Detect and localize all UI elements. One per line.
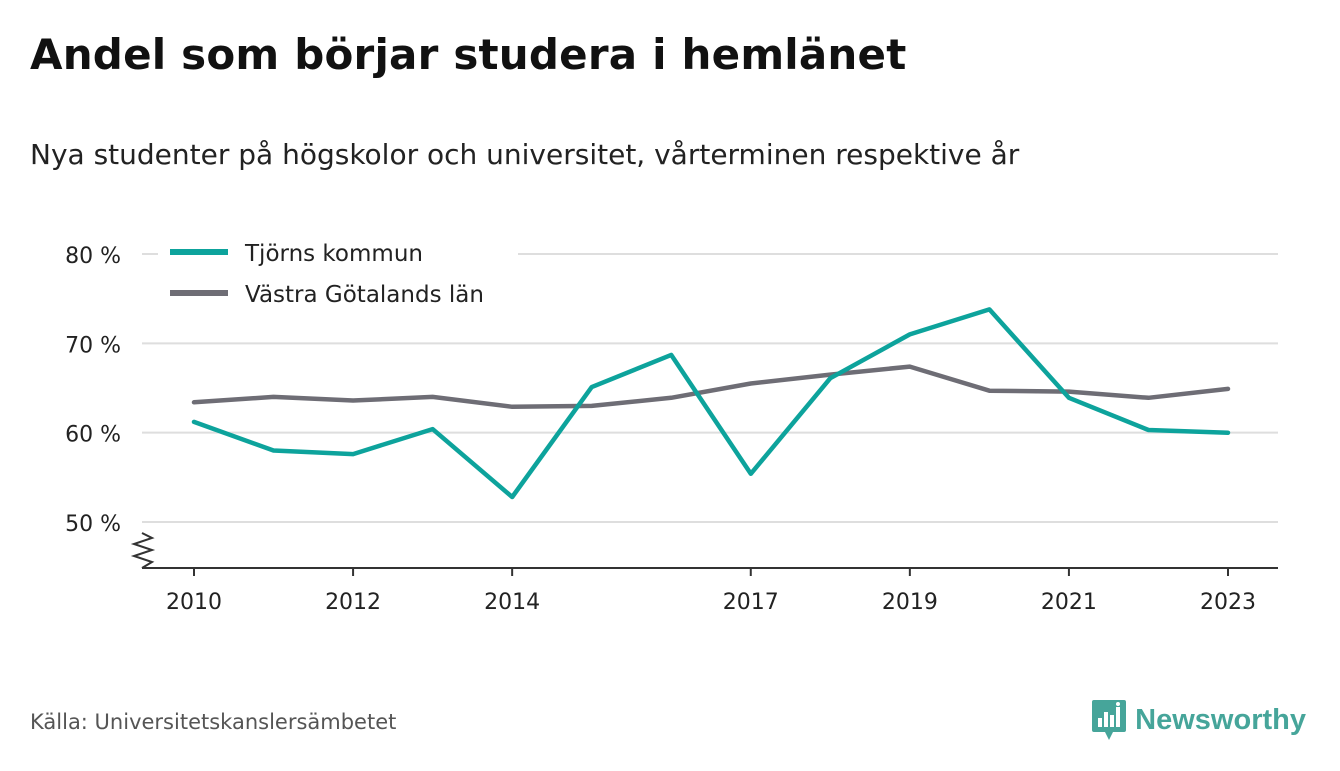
x-tick-label-2023: 2023 xyxy=(1200,590,1256,615)
x-tick-label-2014: 2014 xyxy=(484,590,540,615)
series-line-1 xyxy=(191,364,1231,410)
x-tick-label-2012: 2012 xyxy=(325,590,381,615)
y-tick-label-50: 50 % xyxy=(65,512,121,537)
y-tick-label-70: 70 % xyxy=(65,333,121,358)
legend-background xyxy=(158,232,518,318)
series-lines xyxy=(191,307,1231,500)
x-tick-label-2017: 2017 xyxy=(723,590,779,615)
source-note: Källa: Universitetskanslersämbetet xyxy=(30,710,397,734)
legend-label-0: Tjörns kommun xyxy=(244,241,423,267)
chart-title: Andel som börjar studera i hemlänet xyxy=(30,30,907,79)
y-tick-label-60: 60 % xyxy=(65,423,121,448)
y-tick-label-80: 80 % xyxy=(65,244,121,269)
axis-break-icon xyxy=(130,532,156,569)
x-tick-label-2021: 2021 xyxy=(1041,590,1097,615)
legend-label-1: Västra Götalands län xyxy=(245,282,484,308)
x-tick-label-2010: 2010 xyxy=(166,590,222,615)
chart-subtitle: Nya studenter på högskolor och universit… xyxy=(30,138,1020,171)
newsworthy-logo-icon xyxy=(1092,700,1127,740)
x-tick-label-2019: 2019 xyxy=(882,590,938,615)
brand-logo: Newsworthy xyxy=(1091,698,1306,742)
brand-name: Newsworthy xyxy=(1135,703,1306,736)
axes: 50 % 60 % 70 % 80 % 2010 2012 2014 2017 2019 2021… xyxy=(65,244,1278,615)
series-line-0 xyxy=(191,307,1231,500)
legend: Tjörns kommun Västra Götalands län xyxy=(158,232,518,318)
